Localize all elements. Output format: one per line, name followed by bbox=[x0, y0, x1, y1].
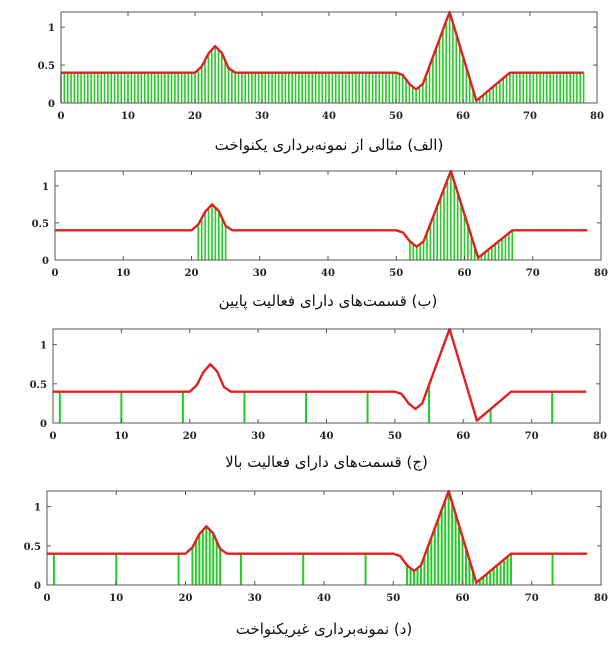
x-tick-label: 40 bbox=[320, 431, 334, 442]
y-tick-label: 0 bbox=[34, 581, 41, 592]
x-tick-label: 30 bbox=[255, 111, 269, 122]
x-tick-label: 0 bbox=[52, 268, 59, 279]
x-tick-label: 70 bbox=[526, 268, 540, 279]
x-tick-label: 10 bbox=[116, 268, 130, 279]
x-tick-label: 40 bbox=[322, 111, 336, 122]
panel-caption: (الف) مثالی از نمونه‌برداری یکنواخت bbox=[215, 136, 444, 154]
x-tick-label: 50 bbox=[389, 268, 403, 279]
chart-panel-1: 0 10 20 30 40 50 60 70 80 0 0.5 1 (الف) مثالی از نمو… bbox=[38, 10, 604, 154]
x-tick-label: 70 bbox=[523, 111, 537, 122]
chart-panel-3: 0 10 20 30 40 50 60 70 80 0 0.5 1 (ج) قسمت‌های دارای… bbox=[30, 327, 607, 472]
x-tick-label: 70 bbox=[525, 431, 539, 442]
y-tick-label: 1 bbox=[34, 503, 41, 514]
y-tick-label: 1 bbox=[40, 341, 47, 352]
x-tick-label: 80 bbox=[593, 431, 607, 442]
x-tick-label: 20 bbox=[185, 268, 199, 279]
x-tick-label: 70 bbox=[525, 593, 539, 604]
x-tick-label: 60 bbox=[456, 431, 470, 442]
x-tick-label: 60 bbox=[456, 111, 470, 122]
x-tick-label: 80 bbox=[590, 111, 604, 122]
y-tick-label: 0.5 bbox=[24, 542, 41, 553]
y-tick-label: 1 bbox=[48, 23, 55, 34]
y-tick-label: 0.5 bbox=[32, 219, 49, 230]
panel-caption: (د) نمونه‌برداری غیریکنواخت bbox=[236, 620, 413, 638]
plot-frame bbox=[46, 490, 602, 586]
y-tick-label: 0 bbox=[40, 419, 47, 430]
x-tick-label: 0 bbox=[50, 431, 57, 442]
x-tick-label: 10 bbox=[109, 593, 123, 604]
x-tick-label: 0 bbox=[44, 593, 51, 604]
x-tick-label: 30 bbox=[248, 593, 262, 604]
x-tick-label: 30 bbox=[251, 431, 265, 442]
signal-line bbox=[55, 169, 588, 259]
chart-panel-4: 0 10 20 30 40 50 60 70 80 0 0.5 1 (د) نمونه‌برداری غ… bbox=[24, 489, 608, 638]
x-tick-label: 40 bbox=[321, 268, 335, 279]
signal-line bbox=[61, 10, 584, 102]
x-tick-label: 80 bbox=[594, 268, 608, 279]
chart-panel-2: 0 10 20 30 40 50 60 70 80 0 0.5 1 (ب) قسمت‌های دارای… bbox=[32, 169, 608, 311]
y-tick-label: 0 bbox=[48, 99, 55, 110]
x-tick-label: 40 bbox=[317, 593, 331, 604]
panel-caption: (ب) قسمت‌های دارای فعالیت پایین bbox=[219, 292, 438, 311]
x-tick-label: 20 bbox=[188, 111, 202, 122]
x-tick-label: 10 bbox=[121, 111, 135, 122]
plot-frame bbox=[52, 328, 601, 424]
y-tick-label: 0.5 bbox=[30, 380, 47, 391]
x-tick-label: 30 bbox=[253, 268, 267, 279]
signal-line bbox=[53, 327, 587, 422]
y-tick-label: 0 bbox=[42, 256, 49, 267]
x-tick-label: 20 bbox=[179, 593, 193, 604]
x-tick-label: 60 bbox=[458, 268, 472, 279]
y-tick-label: 0.5 bbox=[38, 61, 55, 72]
x-tick-label: 50 bbox=[389, 111, 403, 122]
x-tick-label: 50 bbox=[386, 593, 400, 604]
plot-frame bbox=[54, 170, 602, 261]
x-tick-label: 50 bbox=[388, 431, 402, 442]
panel-caption: (ج) قسمت‌های دارای فعالیت بالا bbox=[225, 453, 428, 472]
x-tick-label: 20 bbox=[183, 431, 197, 442]
y-tick-label: 1 bbox=[42, 182, 49, 193]
x-tick-label: 0 bbox=[58, 111, 65, 122]
x-tick-label: 80 bbox=[594, 593, 608, 604]
x-tick-label: 10 bbox=[114, 431, 128, 442]
x-tick-label: 60 bbox=[456, 593, 470, 604]
signal-line bbox=[47, 489, 588, 584]
